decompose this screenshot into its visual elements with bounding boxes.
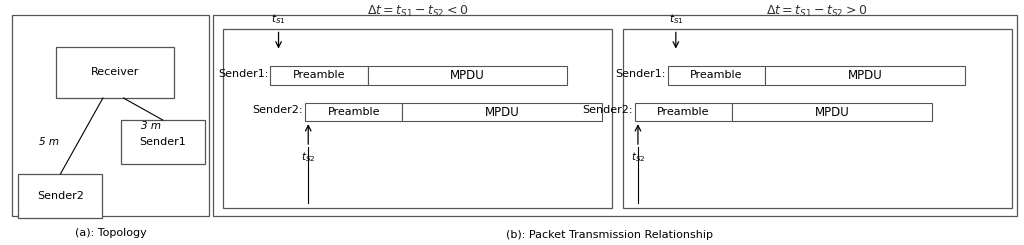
Text: MPDU: MPDU [848, 69, 882, 82]
Text: Sender1: Sender1 [139, 137, 186, 147]
Text: 3 m: 3 m [141, 121, 162, 131]
Text: Preamble: Preamble [328, 107, 380, 117]
Bar [765, 66, 965, 85]
Bar [18, 174, 102, 218]
Text: $t_{S2}$: $t_{S2}$ [301, 151, 315, 164]
Bar [635, 103, 732, 121]
Text: MPDU: MPDU [815, 106, 849, 119]
Text: Sender1:: Sender1: [218, 69, 268, 78]
Text: Sender1:: Sender1: [615, 69, 666, 78]
Text: MPDU: MPDU [485, 106, 519, 119]
Text: $\Delta t = t_{S1} - t_{S2} > 0$: $\Delta t = t_{S1} - t_{S2} > 0$ [767, 3, 867, 19]
Bar [623, 29, 1012, 208]
Text: (a): Topology: (a): Topology [75, 228, 146, 238]
Text: 5 m: 5 m [39, 137, 59, 147]
Bar [56, 47, 174, 98]
Text: Sender2: Sender2 [37, 191, 84, 201]
Bar [305, 103, 402, 121]
Bar [368, 66, 567, 85]
Bar [270, 66, 368, 85]
Text: Preamble: Preamble [690, 70, 742, 80]
Text: Sender2:: Sender2: [583, 105, 633, 115]
Text: MPDU: MPDU [451, 69, 484, 82]
Bar [732, 103, 932, 121]
Bar [121, 120, 205, 164]
Text: Receiver: Receiver [91, 67, 139, 77]
Text: $t_{S2}$: $t_{S2}$ [631, 151, 645, 164]
Bar [213, 15, 1017, 216]
Text: $\Delta t = t_{S1} - t_{S2} < 0$: $\Delta t = t_{S1} - t_{S2} < 0$ [368, 3, 468, 19]
Bar [668, 66, 765, 85]
Bar [223, 29, 612, 208]
Bar [12, 15, 209, 216]
Text: Preamble: Preamble [293, 70, 345, 80]
Text: $t_{S1}$: $t_{S1}$ [669, 12, 683, 26]
Text: (b): Packet Transmission Relationship: (b): Packet Transmission Relationship [506, 230, 713, 240]
Text: Preamble: Preamble [657, 107, 710, 117]
Text: $t_{S1}$: $t_{S1}$ [271, 12, 286, 26]
Bar [402, 103, 602, 121]
Text: Sender2:: Sender2: [253, 105, 303, 115]
